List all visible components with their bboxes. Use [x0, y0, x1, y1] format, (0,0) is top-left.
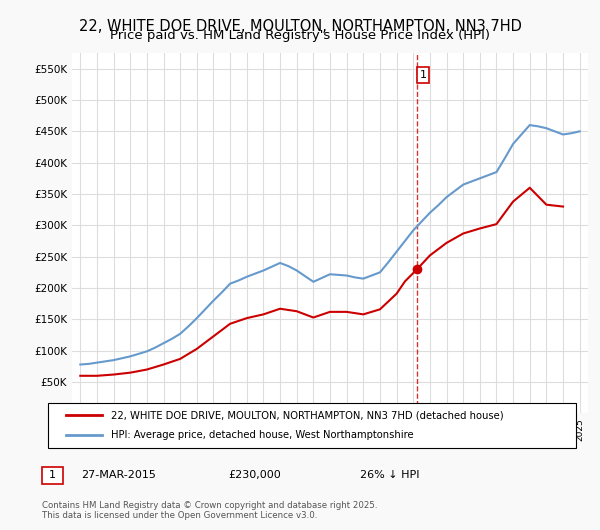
Text: £230,000: £230,000 [228, 471, 281, 480]
Text: 26% ↓ HPI: 26% ↓ HPI [360, 471, 419, 480]
Text: 22, WHITE DOE DRIVE, MOULTON, NORTHAMPTON, NN3 7HD: 22, WHITE DOE DRIVE, MOULTON, NORTHAMPTO… [79, 19, 521, 33]
Text: HPI: Average price, detached house, West Northamptonshire: HPI: Average price, detached house, West… [111, 430, 413, 440]
Text: Contains HM Land Registry data © Crown copyright and database right 2025.
This d: Contains HM Land Registry data © Crown c… [42, 501, 377, 520]
Text: Price paid vs. HM Land Registry's House Price Index (HPI): Price paid vs. HM Land Registry's House … [110, 29, 490, 42]
Text: 1: 1 [419, 70, 427, 80]
Text: 22, WHITE DOE DRIVE, MOULTON, NORTHAMPTON, NN3 7HD (detached house): 22, WHITE DOE DRIVE, MOULTON, NORTHAMPTO… [111, 410, 503, 420]
Text: 1: 1 [49, 471, 56, 480]
Text: 27-MAR-2015: 27-MAR-2015 [81, 471, 156, 480]
